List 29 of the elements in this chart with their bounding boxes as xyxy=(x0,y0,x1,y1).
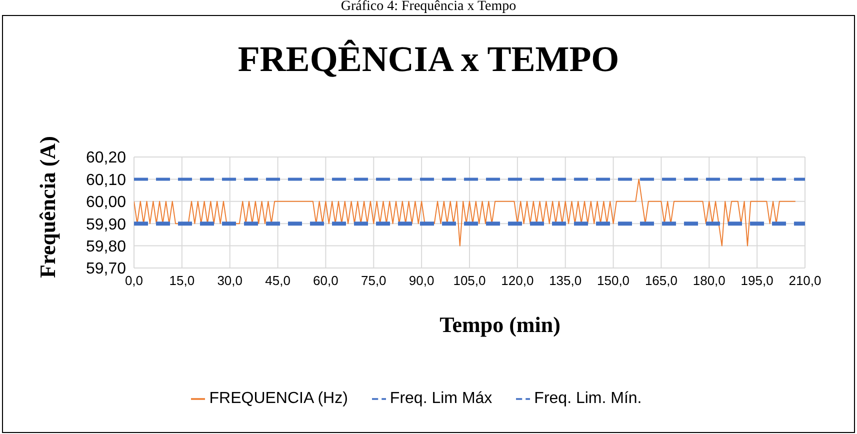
text: Gráfico 4: Frequência x Tempo xyxy=(340,0,518,14)
legend-label: Freq. Lim Máx xyxy=(390,390,492,407)
legend-label: FREQUENCIA (Hz) xyxy=(209,390,348,407)
y-tick-label: 60,20 xyxy=(86,150,126,167)
x-tick-label: 60,0 xyxy=(313,273,338,288)
y-tick-label: 59,80 xyxy=(86,238,126,256)
x-tick-label: 90,0 xyxy=(408,273,434,288)
x-tick-label: 210,0 xyxy=(788,273,822,288)
x-tick-label: 15,0 xyxy=(169,273,195,288)
x-tick-label: 150,0 xyxy=(597,273,630,288)
line-series xyxy=(134,178,796,246)
y-axis-title: Frequência (A) xyxy=(35,136,61,278)
y-tick-label: 59,90 xyxy=(86,216,126,234)
chart-title: FREQÊNCIA x TEMPO xyxy=(236,38,620,80)
x-tick-label: 120,0 xyxy=(501,273,534,288)
x-tick-label: 30,0 xyxy=(217,273,243,288)
x-tick-label: 195,0 xyxy=(740,273,774,288)
x-tick-label: 45,0 xyxy=(265,273,290,288)
x-tick-label: 105,0 xyxy=(453,273,486,288)
x-tick-label: 165,0 xyxy=(644,273,678,288)
y-tick-label: 60,00 xyxy=(86,194,126,212)
x-tick-label: 0,0 xyxy=(124,273,144,288)
x-tick-label: 75,0 xyxy=(360,273,386,288)
y-tick-label: 60,10 xyxy=(86,172,126,189)
legend-label: Freq. Lim. Mín. xyxy=(534,390,642,407)
y-tick-label: 59,70 xyxy=(86,260,126,278)
x-axis-title: Tempo (min) xyxy=(438,312,562,338)
x-tick-label: 135,0 xyxy=(549,273,582,288)
x-tick-label: 180,0 xyxy=(692,273,726,288)
